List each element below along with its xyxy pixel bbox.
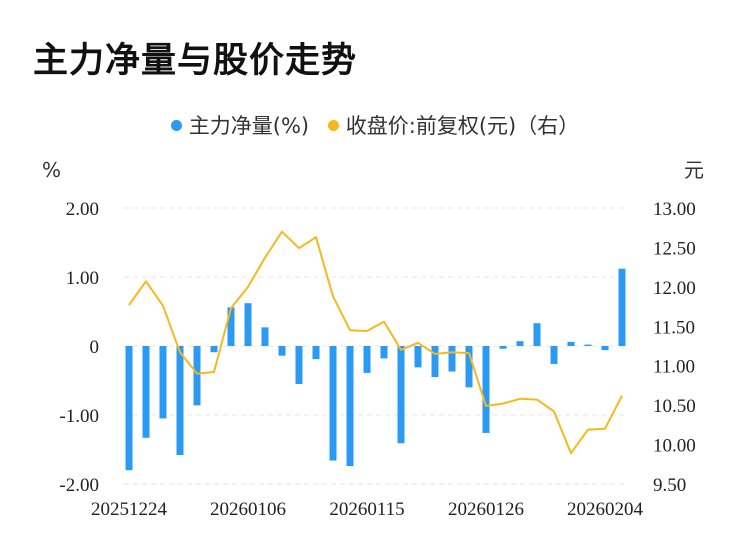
bar <box>380 346 388 359</box>
legend-dot-bar <box>170 119 182 131</box>
bar <box>125 346 133 471</box>
right-axis-tick-label: 13.00 <box>653 199 696 220</box>
bar <box>159 346 167 419</box>
legend-dot-line <box>327 119 339 131</box>
bar <box>210 346 218 353</box>
right-axis-tick-label: 9.50 <box>653 475 686 496</box>
bar <box>567 341 575 346</box>
x-axis-tick-label: 20260126 <box>448 499 524 520</box>
legend-label-close-price: 收盘价:前复权(元)（右） <box>345 114 580 138</box>
bar <box>516 341 524 346</box>
bar <box>397 346 405 444</box>
bar <box>414 346 422 368</box>
bar <box>482 346 490 433</box>
bar <box>499 346 507 349</box>
left-axis-tick-label: 0 <box>90 337 100 358</box>
bar <box>618 268 626 346</box>
left-axis-tick-label: -1.00 <box>59 406 99 427</box>
right-axis-tick-label: 10.50 <box>653 396 696 417</box>
bar <box>312 346 320 360</box>
bar <box>261 327 269 346</box>
bar <box>448 346 456 372</box>
right-axis-tick-label: 11.00 <box>653 357 695 378</box>
bar <box>550 346 558 364</box>
x-axis-tick-label: 20260115 <box>329 499 404 520</box>
right-axis-unit: 元 <box>684 158 704 182</box>
right-axis-tick-label: 11.50 <box>653 317 695 338</box>
bar <box>465 346 473 388</box>
x-axis-tick-label: 20251224 <box>91 499 168 520</box>
x-axis-tick-label: 20260106 <box>210 499 286 520</box>
legend-item-close-price[interactable]: 收盘价:前复权(元)（右） <box>327 110 580 140</box>
price-line <box>128 230 623 455</box>
right-axis-tick-label: 12.00 <box>653 278 696 299</box>
bar <box>363 346 371 373</box>
left-axis-unit: % <box>42 158 61 182</box>
bar <box>193 346 201 406</box>
bar <box>295 346 303 384</box>
legend-label-net-flow: 主力净量(%) <box>188 114 310 138</box>
right-axis-tick-label: 12.50 <box>653 238 696 259</box>
bar <box>346 346 354 467</box>
legend-item-net-flow[interactable]: 主力净量(%) <box>170 110 310 140</box>
bar <box>601 346 609 351</box>
bar <box>278 346 286 356</box>
bar <box>329 346 337 461</box>
left-axis-tick-label: 2.00 <box>66 199 99 220</box>
bar <box>142 346 150 438</box>
legend: 主力净量(%) 收盘价:前复权(元)（右） <box>0 110 750 140</box>
right-axis-tick-label: 10.00 <box>653 436 696 457</box>
bar <box>227 307 235 346</box>
bar <box>176 346 184 456</box>
left-axis-tick-label: 1.00 <box>66 268 99 289</box>
left-axis-tick-label: -2.00 <box>59 475 99 496</box>
bar <box>431 346 439 378</box>
bar <box>533 323 541 346</box>
bar <box>584 344 592 346</box>
chart-title: 主力净量与股价走势 <box>33 41 358 81</box>
x-axis-tick-label: 20260204 <box>567 499 644 520</box>
bar <box>244 303 252 346</box>
